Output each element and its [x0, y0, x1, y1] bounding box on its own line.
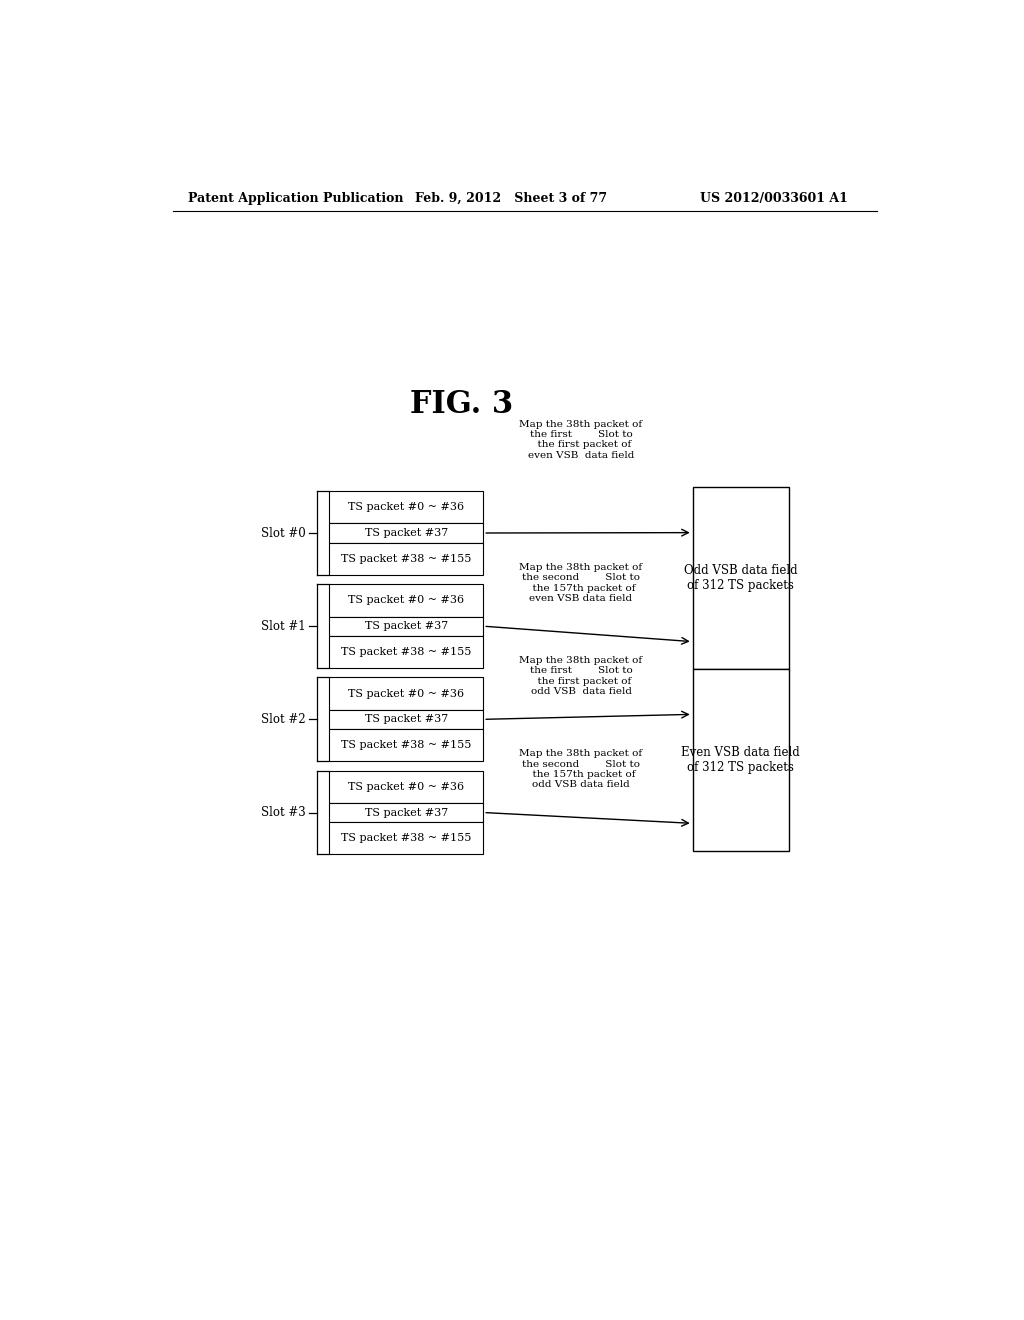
Text: Slot #1: Slot #1 [261, 619, 306, 632]
Text: US 2012/0033601 A1: US 2012/0033601 A1 [700, 191, 848, 205]
Text: Map the 38th packet of
the first        Slot to
  the first packet of
odd VSB  d: Map the 38th packet of the first Slot to… [519, 656, 643, 696]
Bar [692, 669, 788, 850]
Text: Slot #3: Slot #3 [261, 807, 306, 818]
Text: Patent Application Publication: Patent Application Publication [188, 191, 403, 205]
Text: Map the 38th packet of
the second        Slot to
  the 157th packet of
odd VSB d: Map the 38th packet of the second Slot t… [519, 750, 643, 789]
Text: TS packet #37: TS packet #37 [365, 808, 447, 817]
Text: Even VSB data field
of 312 TS packets: Even VSB data field of 312 TS packets [681, 746, 800, 774]
Text: Odd VSB data field
of 312 TS packets: Odd VSB data field of 312 TS packets [684, 564, 798, 593]
Text: TS packet #38 ~ #155: TS packet #38 ~ #155 [341, 833, 471, 843]
Bar [692, 487, 788, 669]
Text: Slot #0: Slot #0 [261, 527, 306, 540]
Bar [330, 524, 483, 543]
Text: FIG. 3: FIG. 3 [410, 389, 513, 420]
Bar [330, 585, 483, 616]
Bar [330, 771, 483, 803]
Text: TS packet #0 ~ #36: TS packet #0 ~ #36 [348, 502, 464, 512]
Bar [330, 729, 483, 762]
Text: TS packet #38 ~ #155: TS packet #38 ~ #155 [341, 741, 471, 750]
Text: Map the 38th packet of
the second        Slot to
  the 157th packet of
even VSB : Map the 38th packet of the second Slot t… [519, 562, 643, 603]
Text: TS packet #0 ~ #36: TS packet #0 ~ #36 [348, 689, 464, 698]
Text: TS packet #0 ~ #36: TS packet #0 ~ #36 [348, 595, 464, 606]
Text: TS packet #38 ~ #155: TS packet #38 ~ #155 [341, 647, 471, 657]
Bar [330, 491, 483, 524]
Text: TS packet #37: TS packet #37 [365, 714, 447, 725]
Text: Map the 38th packet of
the first        Slot to
  the first packet of
even VSB  : Map the 38th packet of the first Slot to… [519, 420, 643, 459]
Bar [330, 616, 483, 636]
Bar [330, 822, 483, 854]
Text: Feb. 9, 2012   Sheet 3 of 77: Feb. 9, 2012 Sheet 3 of 77 [416, 191, 607, 205]
Bar [330, 710, 483, 729]
Bar [330, 636, 483, 668]
Text: TS packet #37: TS packet #37 [365, 622, 447, 631]
Text: Slot #2: Slot #2 [261, 713, 306, 726]
Text: TS packet #37: TS packet #37 [365, 528, 447, 539]
Text: TS packet #38 ~ #155: TS packet #38 ~ #155 [341, 554, 471, 564]
Text: TS packet #0 ~ #36: TS packet #0 ~ #36 [348, 781, 464, 792]
Bar [330, 677, 483, 710]
Bar [330, 803, 483, 822]
Bar [330, 543, 483, 576]
